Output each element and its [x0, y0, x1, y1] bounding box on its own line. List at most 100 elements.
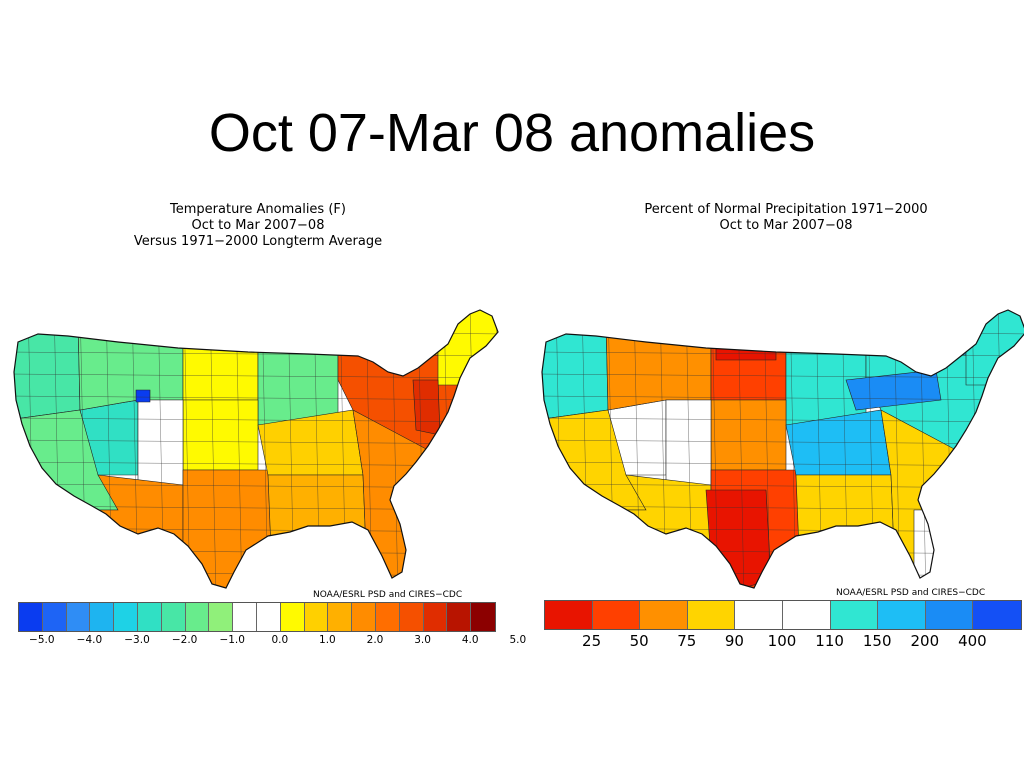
- precipitation-region-southern-rockies: [665, 399, 712, 486]
- precipitation-us-outline: [541, 309, 1024, 589]
- temperature-legend-swatch: [280, 603, 305, 631]
- temperature-division-line: [495, 310, 498, 588]
- temperature-legend-swatch: [471, 603, 495, 631]
- temperature-region-central-plains: [182, 399, 259, 471]
- precipitation-legend-tick-label: 50: [629, 632, 649, 650]
- precipitation-region-texas-very-dry: [705, 489, 772, 588]
- temperature-legend-swatch: [114, 603, 138, 631]
- precipitation-map-title-line-1: Percent of Normal Precipitation 1971−200…: [644, 202, 928, 217]
- precipitation-map-title-line-2: Oct to Mar 2007−08: [719, 218, 853, 233]
- precipitation-division-line: [542, 549, 1024, 555]
- precipitation-legend-tick-label: 150: [862, 632, 892, 650]
- temperature-legend-swatch: [209, 603, 234, 631]
- temperature-legend-swatch: [304, 603, 329, 631]
- temperature-legend-swatch: [19, 603, 43, 631]
- temperature-division-line: [14, 395, 498, 401]
- precipitation-legend-tick-label: 75: [677, 632, 697, 650]
- temperature-legend-tick-label: 4.0: [461, 634, 479, 646]
- precipitation-legend-tick-label: 90: [724, 632, 744, 650]
- precipitation-division-line: [542, 373, 1024, 379]
- temperature-legend-tick-label: −3.0: [124, 634, 150, 646]
- precipitation-region-new-england: [965, 310, 1024, 386]
- temperature-legend-tick-label: −5.0: [29, 634, 55, 646]
- temperature-legend-swatch: [447, 603, 472, 631]
- precipitation-map-credit: NOAA/ESRL PSD and CIRES−CDC: [836, 588, 986, 598]
- precipitation-legend-swatch: [830, 601, 879, 629]
- temperature-legend-swatch: [66, 603, 91, 631]
- precipitation-legend-ticks: 25 50 75 90 100 110 150 200 400: [544, 632, 1020, 650]
- temperature-legend-swatch: [161, 603, 186, 631]
- temperature-legend-tick-label: 0.0: [271, 634, 289, 646]
- precipitation-map-panel: Percent of Normal Precipitation 1971−200…: [536, 196, 1024, 666]
- precipitation-division-line: [542, 439, 1024, 445]
- temperature-anomaly-map: [13, 309, 499, 589]
- temperature-map-title-line-1: Temperature Anomalies (F): [170, 202, 346, 217]
- temperature-division-line: [14, 439, 498, 445]
- precipitation-legend-swatch: [973, 601, 1021, 629]
- precipitation-division-line: [542, 571, 1024, 577]
- temperature-legend-swatch: [375, 603, 400, 631]
- precipitation-legend-swatch: [545, 601, 593, 629]
- temperature-division-line: [14, 373, 498, 379]
- precipitation-region-northeast: [865, 319, 967, 356]
- temperature-legend-swatch: [233, 603, 257, 631]
- precipitation-legend-tick-label: 400: [958, 632, 987, 650]
- temperature-division-line: [14, 549, 498, 555]
- temperature-us-outline: [13, 309, 499, 589]
- precipitation-legend-swatch: [878, 601, 926, 629]
- temperature-legend-tick-label: 2.0: [366, 634, 384, 646]
- precipitation-region-dakota-dry: [715, 321, 777, 361]
- temperature-map-credit: NOAA/ESRL PSD and CIRES−CDC: [313, 590, 463, 600]
- temperature-legend-tick-label: −1.0: [219, 634, 245, 646]
- temperature-region-northern-rockies: [77, 319, 184, 411]
- temperature-legend-swatch: [137, 603, 162, 631]
- temperature-legend-swatch: [90, 603, 115, 631]
- temperature-division-line: [14, 329, 498, 335]
- temperature-legend-colorbar: [18, 602, 496, 632]
- precipitation-division-line: [542, 395, 1024, 401]
- precipitation-legend-swatch: [640, 601, 688, 629]
- temperature-legend-swatch: [399, 603, 424, 631]
- precipitation-legend-colorbar: [544, 600, 1022, 630]
- precipitation-legend-swatch: [782, 601, 831, 629]
- precipitation-legend-swatch: [592, 601, 641, 629]
- temperature-legend-swatch: [42, 603, 67, 631]
- precipitation-legend-swatch: [687, 601, 736, 629]
- precipitation-region-northern-rockies: [605, 319, 712, 411]
- precipitation-region-central-plains: [710, 399, 787, 471]
- temperature-region-northern-plains: [182, 319, 259, 401]
- temperature-legend-tick-label: 1.0: [319, 634, 336, 646]
- temperature-map-title-line-2: Oct to Mar 2007−08: [191, 218, 325, 233]
- temperature-map-title-line-3: Versus 1971−2000 Longterm Average: [133, 234, 383, 249]
- temperature-region-northeast: [337, 319, 439, 356]
- precipitation-legend-swatch: [925, 601, 974, 629]
- precipitation-division-line: [542, 329, 1024, 335]
- temperature-legend-ticks: −5.0 −4.0 −3.0 −2.0 −1.0 0.0 1.0 2.0 3.0 4.0 5.0: [18, 634, 526, 652]
- temperature-legend-swatch: [328, 603, 353, 631]
- temperature-region-utah-cold-spot: [135, 389, 151, 403]
- temperature-region-virginia-warm: [412, 379, 441, 436]
- precipitation-map-title: Percent of Normal Precipitation 1971−200…: [536, 202, 1024, 234]
- temperature-legend-swatch: [185, 603, 210, 631]
- temperature-legend-tick-label: −4.0: [76, 634, 103, 646]
- temperature-map-panel: Temperature Anomalies (F) Oct to Mar 200…: [8, 196, 526, 666]
- temperature-legend-tick-label: −2.0: [171, 634, 198, 646]
- temperature-legend-tick-label: 3.0: [414, 634, 431, 646]
- precipitation-legend-tick-label: 100: [767, 632, 797, 650]
- temperature-map-title: Temperature Anomalies (F) Oct to Mar 200…: [8, 202, 508, 250]
- precipitation-legend-tick-label: 200: [910, 632, 940, 650]
- precipitation-division-line: [542, 417, 1024, 423]
- temperature-division-line: [14, 417, 498, 423]
- precipitation-legend-tick-label: 25: [582, 632, 602, 650]
- precipitation-legend-tick-label: 110: [815, 632, 844, 650]
- precipitation-region-upper-midwest: [785, 319, 867, 426]
- temperature-region-southern-rockies: [137, 399, 184, 486]
- temperature-region-upper-midwest: [257, 319, 339, 426]
- precipitation-legend-swatch: [735, 601, 783, 629]
- temperature-legend-swatch: [256, 603, 281, 631]
- temperature-legend-tick-label: 5.0: [509, 634, 527, 646]
- precipitation-percent-map: [541, 309, 1024, 589]
- temperature-legend-swatch: [352, 603, 376, 631]
- slide-title: Oct 07-Mar 08 anomalies: [208, 103, 816, 163]
- temperature-division-line: [14, 571, 498, 577]
